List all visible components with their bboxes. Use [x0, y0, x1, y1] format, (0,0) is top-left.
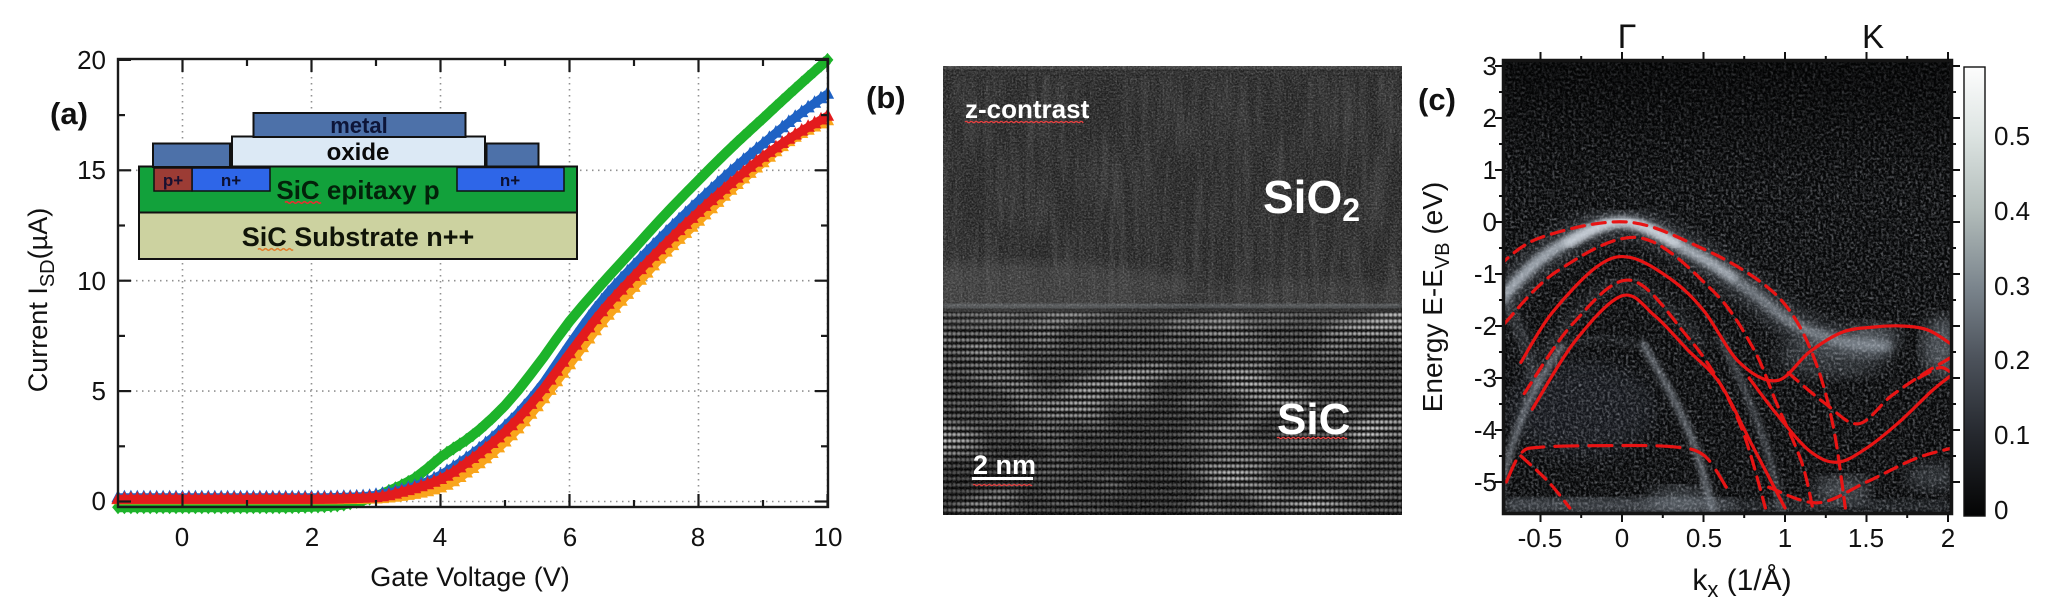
svg-text:metal: metal [330, 113, 387, 138]
svg-text:SiC Substrate n++: SiC Substrate n++ [242, 222, 475, 252]
svg-text:5: 5 [92, 376, 106, 406]
svg-text:0.5: 0.5 [1994, 121, 2030, 151]
svg-text:2 nm: 2 nm [973, 450, 1036, 480]
svg-text:0.1: 0.1 [1994, 420, 2030, 450]
svg-text:2: 2 [1941, 523, 1955, 553]
svg-text:1: 1 [1483, 155, 1497, 185]
svg-text:1.5: 1.5 [1848, 523, 1884, 553]
svg-text:0.3: 0.3 [1994, 271, 2030, 301]
svg-text:0: 0 [175, 522, 189, 552]
svg-text:Γ: Γ [1618, 18, 1637, 56]
svg-text:0: 0 [1483, 207, 1497, 237]
svg-text:10: 10 [77, 266, 106, 296]
svg-text:Current ISD(µA): Current ISD(µA) [23, 208, 59, 392]
svg-text:-5: -5 [1474, 467, 1497, 497]
svg-text:0: 0 [1994, 495, 2008, 525]
svg-text:n+: n+ [221, 171, 241, 190]
svg-text:4: 4 [433, 522, 447, 552]
svg-text:0.2: 0.2 [1994, 345, 2030, 375]
svg-text:K: K [1862, 18, 1884, 55]
svg-text:0: 0 [92, 486, 106, 516]
svg-text:z-contrast: z-contrast [965, 94, 1090, 124]
svg-text:20: 20 [77, 45, 106, 75]
svg-text:15: 15 [77, 155, 106, 185]
svg-text:kx (1/Å): kx (1/Å) [1692, 564, 1791, 602]
svg-text:(a): (a) [50, 96, 88, 131]
svg-text:(c): (c) [1418, 82, 1456, 117]
svg-text:0.5: 0.5 [1686, 523, 1722, 553]
svg-text:2: 2 [1483, 103, 1497, 133]
svg-text:Gate Voltage (V): Gate Voltage (V) [370, 562, 570, 592]
svg-text:SiC epitaxy p: SiC epitaxy p [276, 175, 439, 205]
svg-text:-1: -1 [1474, 259, 1497, 289]
svg-text:oxide: oxide [327, 139, 390, 166]
svg-text:1: 1 [1778, 523, 1792, 553]
svg-text:10: 10 [814, 522, 843, 552]
svg-text:-0.5: -0.5 [1518, 523, 1563, 553]
svg-text:0: 0 [1615, 523, 1629, 553]
svg-text:8: 8 [691, 522, 705, 552]
svg-text:6: 6 [563, 522, 577, 552]
svg-text:-3: -3 [1474, 363, 1497, 393]
svg-text:0.4: 0.4 [1994, 196, 2030, 226]
svg-text:n+: n+ [500, 171, 520, 190]
svg-text:3: 3 [1483, 51, 1497, 81]
svg-text:2: 2 [305, 522, 319, 552]
svg-text:-4: -4 [1474, 415, 1497, 445]
svg-text:-2: -2 [1474, 311, 1497, 341]
svg-text:p+: p+ [163, 171, 183, 190]
svg-text:Energy E-EVB (eV): Energy E-EVB (eV) [1417, 182, 1454, 413]
svg-text:SiC: SiC [1277, 395, 1350, 444]
